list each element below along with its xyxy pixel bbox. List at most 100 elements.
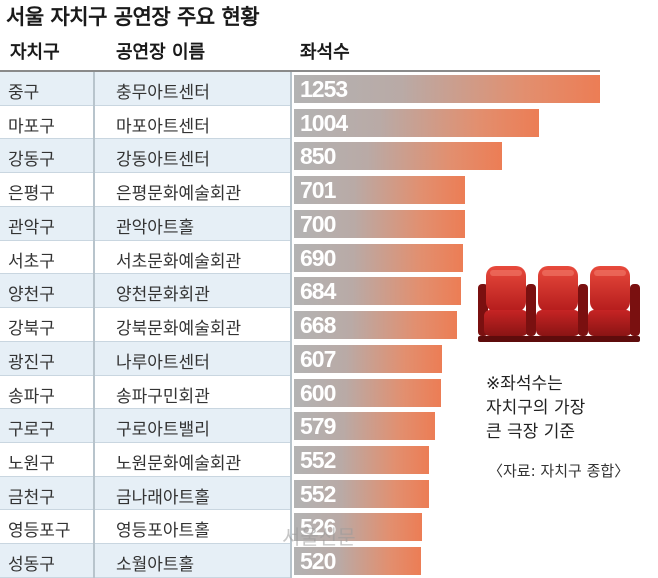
district-cell <box>0 240 93 275</box>
seat-count-label: 607 <box>300 345 336 372</box>
table-row: 광진구 나루아트센터 607 <box>0 341 658 376</box>
seat-bar <box>294 412 435 441</box>
venue-cell <box>95 206 290 241</box>
row-divider <box>0 138 292 140</box>
table-row: 영등포구 영등포아트홀 526 <box>0 510 658 545</box>
column-divider <box>93 341 95 376</box>
seat-count-label: 684 <box>300 278 336 305</box>
column-divider <box>290 409 292 444</box>
table-row: 금천구 금나래아트홀 552 <box>0 476 658 511</box>
footnote: ※좌석수는 자치구의 가장 큰 극장 기준 <box>486 372 585 444</box>
table-row: 중구 충무아트센터 1253 <box>0 72 658 106</box>
district-label: 구로구 <box>8 420 55 441</box>
venue-cell <box>95 476 290 511</box>
seat-bar <box>294 446 429 475</box>
table-row: 성동구 소월아트홀 520 <box>0 544 658 578</box>
seat-count-label: 552 <box>300 480 336 507</box>
venue-cell <box>95 72 290 106</box>
row-divider <box>0 172 292 174</box>
table-row: 노원구 노원문화예술회관 552 <box>0 443 658 477</box>
column-divider <box>290 476 292 511</box>
table-row: 관악구 관악아트홀 700 <box>0 206 658 241</box>
row-divider <box>0 442 292 444</box>
district-cell <box>0 72 93 106</box>
row-divider <box>0 273 292 275</box>
column-divider <box>290 375 292 410</box>
venue-cell <box>95 375 290 410</box>
venue-cell <box>95 105 290 140</box>
row-divider <box>0 408 292 410</box>
venue-label: 소월아트홀 <box>116 555 195 576</box>
district-cell <box>0 206 93 241</box>
column-divider <box>290 544 292 578</box>
seat-count-label: 1253 <box>300 76 348 102</box>
column-divider <box>290 139 292 174</box>
table-row: 구로구 구로아트밸리 579 <box>0 409 658 444</box>
column-divider <box>93 476 95 511</box>
row-divider <box>0 239 292 241</box>
seat-bar <box>294 108 539 137</box>
column-divider <box>290 308 292 342</box>
theater-seats-icon <box>478 266 640 342</box>
district-label: 영등포구 <box>8 521 71 542</box>
column-divider <box>93 375 95 410</box>
seat-bar <box>294 209 465 238</box>
district-cell <box>0 544 93 578</box>
seat-count-label: 690 <box>300 244 336 271</box>
row-divider <box>0 205 292 207</box>
column-divider <box>290 274 292 309</box>
seat-count-label: 700 <box>300 210 336 237</box>
venue-label: 나루아트센터 <box>116 352 210 373</box>
district-label: 강동구 <box>8 150 55 171</box>
row-divider <box>0 374 292 376</box>
district-label: 노원구 <box>8 454 55 475</box>
district-label: 관악구 <box>8 217 55 238</box>
column-divider <box>93 274 95 309</box>
column-divider <box>290 206 292 241</box>
table-body: 중구 충무아트센터 1253 마포구 마포아트센터 1004 강동구 강동아트센터 850 은평구… <box>0 72 658 578</box>
district-label: 광진구 <box>8 352 55 373</box>
venue-label: 양천문화회관 <box>116 285 210 306</box>
venue-label: 충무아트센터 <box>116 83 210 103</box>
table-row: 마포구 마포아트센터 1004 <box>0 105 658 140</box>
footnote-line: 자치구의 가장 <box>486 398 586 418</box>
column-divider <box>290 510 292 545</box>
venue-label: 금나래아트홀 <box>116 487 210 508</box>
seat-count-label: 526 <box>300 514 336 541</box>
column-divider <box>93 443 95 477</box>
table-row: 은평구 은평문화예술회관 701 <box>0 173 658 207</box>
venue-cell <box>95 274 290 309</box>
district-cell <box>0 274 93 309</box>
district-cell <box>0 510 93 545</box>
column-divider <box>93 544 95 578</box>
column-divider <box>93 139 95 174</box>
column-divider <box>290 443 292 477</box>
column-divider <box>290 240 292 275</box>
venue-label: 구로아트밸리 <box>116 420 210 441</box>
venue-cell <box>95 409 290 444</box>
district-label: 마포구 <box>8 116 55 137</box>
column-divider <box>93 72 95 106</box>
venue-label: 은평문화예술회관 <box>116 184 242 205</box>
district-label: 서초구 <box>8 251 55 272</box>
venue-label: 송파구민회관 <box>116 386 210 407</box>
column-divider <box>290 105 292 140</box>
district-cell <box>0 105 93 140</box>
seat-count-label: 668 <box>300 312 336 339</box>
district-label: 성동구 <box>8 555 55 576</box>
column-divider <box>93 308 95 342</box>
row-divider <box>0 104 292 106</box>
row-divider <box>0 509 292 511</box>
seat-bar <box>294 344 442 373</box>
footnote-line: 큰 극장 기준 <box>486 422 576 442</box>
seat-bar <box>294 479 429 508</box>
watermark: 서울신문 <box>282 525 356 549</box>
seat-bar <box>294 142 502 171</box>
seat-count-label: 1004 <box>300 109 348 136</box>
venue-label: 서초문화예술회관 <box>116 251 242 272</box>
column-divider <box>93 240 95 275</box>
district-label: 금천구 <box>8 487 55 508</box>
row-divider <box>0 307 292 309</box>
seat-count-label: 579 <box>300 413 336 440</box>
table-row: 강동구 강동아트센터 850 <box>0 139 658 174</box>
